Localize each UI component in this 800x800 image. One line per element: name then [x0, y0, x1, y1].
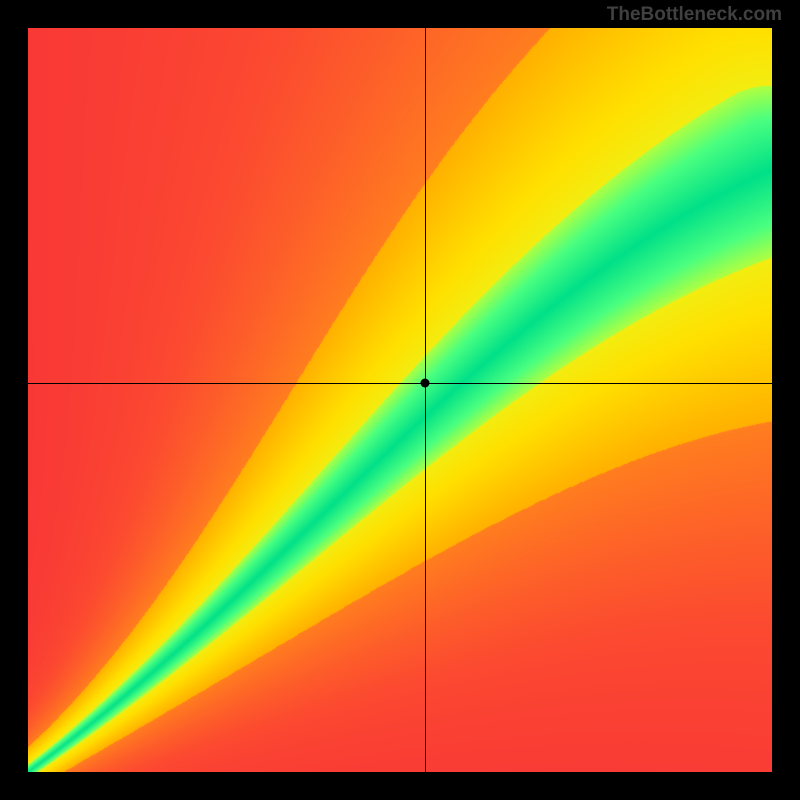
- watermark-text: TheBottleneck.com: [607, 4, 782, 26]
- crosshair-vertical: [425, 28, 426, 772]
- crosshair-horizontal: [28, 383, 772, 384]
- marker-dot: [421, 378, 430, 387]
- heatmap-canvas: [28, 28, 772, 772]
- heatmap-plot: [28, 28, 772, 772]
